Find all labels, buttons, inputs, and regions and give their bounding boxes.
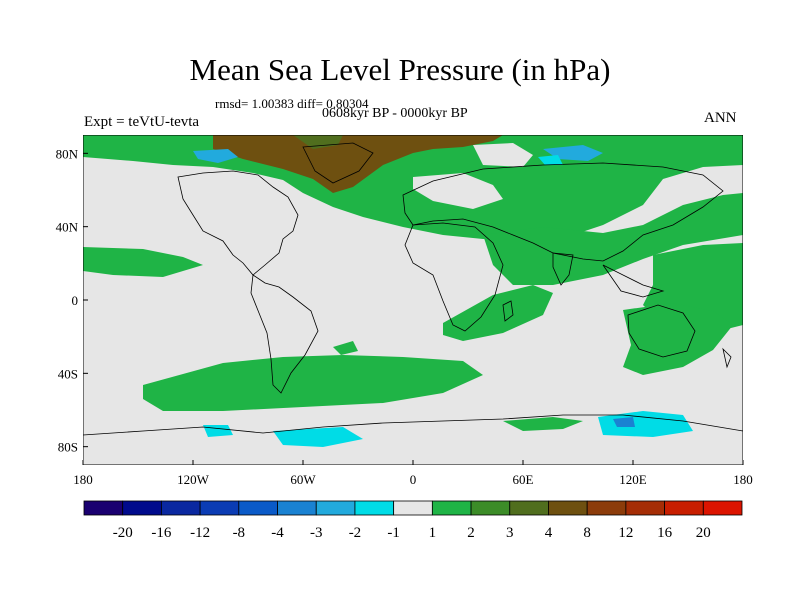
contour-antarctic-blue-east [613, 417, 635, 427]
lon-tick-label: 120E [619, 472, 647, 487]
colorbar-swatch [122, 500, 162, 516]
lon-tick-label: 180 [73, 472, 93, 487]
colorbar-label: 20 [696, 525, 711, 541]
colorbar: -20 -16 -12 -8 -4 -3 -2 -1 1 2 3 4 8 12 16 20 [83, 500, 743, 541]
colorbar-swatch [470, 500, 511, 516]
colorbar-swatch [625, 500, 665, 516]
colorbar-label: 1 [429, 525, 437, 541]
colorbar-swatch [586, 500, 627, 516]
contour-south-atlantic-green [333, 341, 358, 355]
contour-southern-ocean-green [143, 355, 483, 411]
contour-asia-green [483, 193, 743, 285]
lat-tick-label: 40N [56, 220, 79, 235]
colorbar-label: -8 [233, 525, 246, 541]
colorbar-swatch [277, 500, 317, 516]
experiment-label: Expt = teVtU-tevta [84, 114, 200, 130]
colorbar-label: 2 [467, 525, 475, 541]
colorbar-label: 3 [506, 525, 514, 541]
contour-arctic-brown [213, 135, 503, 193]
colorbar-swatch [431, 500, 472, 516]
lat-tick-label: 80S [58, 440, 78, 455]
contour-antarctic-cyan-west [273, 427, 363, 447]
colorbar-label: -2 [349, 525, 362, 541]
time-period-label: 0608kyr BP - 0000kyr BP [322, 106, 468, 121]
lat-tick-label: 40S [58, 366, 78, 381]
map-axes: 180 120W 60W 0 60E 120E 180 80N 40N 0 40S 80S [56, 146, 753, 487]
colorbar-swatch [702, 500, 743, 516]
colorbar-swatch [315, 500, 356, 516]
coastlines [83, 142, 743, 436]
lon-tick-label: 0 [410, 472, 417, 487]
colorbar-swatch [548, 500, 588, 516]
map-title: Mean Sea Level Pressure (in hPa) [189, 52, 611, 87]
colorbar-label: -12 [190, 525, 210, 541]
colorbar-label: 12 [618, 525, 633, 541]
colorbar-swatch [393, 500, 433, 516]
lat-tick-label: 80N [56, 146, 79, 161]
contour-indian-green [443, 285, 553, 341]
colorbar-swatch [664, 500, 704, 516]
contour-greenland-cyan [193, 149, 238, 163]
colorbar-swatch [161, 500, 201, 516]
colorbar-swatch [238, 500, 278, 516]
colorbar-label: -20 [113, 525, 133, 541]
colorbar-swatch [83, 500, 124, 516]
pressure-map [83, 135, 743, 465]
colorbar-label: 8 [583, 525, 591, 541]
colorbar-label: 16 [657, 525, 673, 541]
rmsd-diff-stats: rmsd= 1.00383 diff= 0.80304 [215, 96, 369, 111]
colorbar-label: -16 [151, 525, 171, 541]
contour-arctic-light [473, 143, 533, 167]
colorbar-label: -1 [387, 525, 400, 541]
lon-tick-label: 60W [290, 472, 316, 487]
lon-tick-label: 180 [733, 472, 753, 487]
colorbar-swatch [509, 500, 549, 516]
contour-asia-light [413, 173, 503, 209]
colorbar-label: -4 [271, 525, 284, 541]
contour-arctic-olive [293, 135, 343, 149]
colorbar-label: -3 [310, 525, 323, 541]
contour-pacific-north-green [83, 247, 203, 277]
colorbar-swatch [354, 500, 395, 516]
contour-antarctic-green-east [503, 417, 583, 431]
season-label: ANN [704, 110, 737, 126]
lon-tick-label: 120W [177, 472, 210, 487]
colorbar-swatch [199, 500, 240, 516]
contour-australia-green [623, 303, 733, 375]
lat-tick-label: 0 [72, 293, 79, 308]
lon-tick-label: 60E [513, 472, 534, 487]
contour-siberia-cyan2 [538, 155, 563, 165]
contour-antarctic-cyan-east [598, 411, 693, 437]
colorbar-label: 4 [545, 525, 553, 541]
